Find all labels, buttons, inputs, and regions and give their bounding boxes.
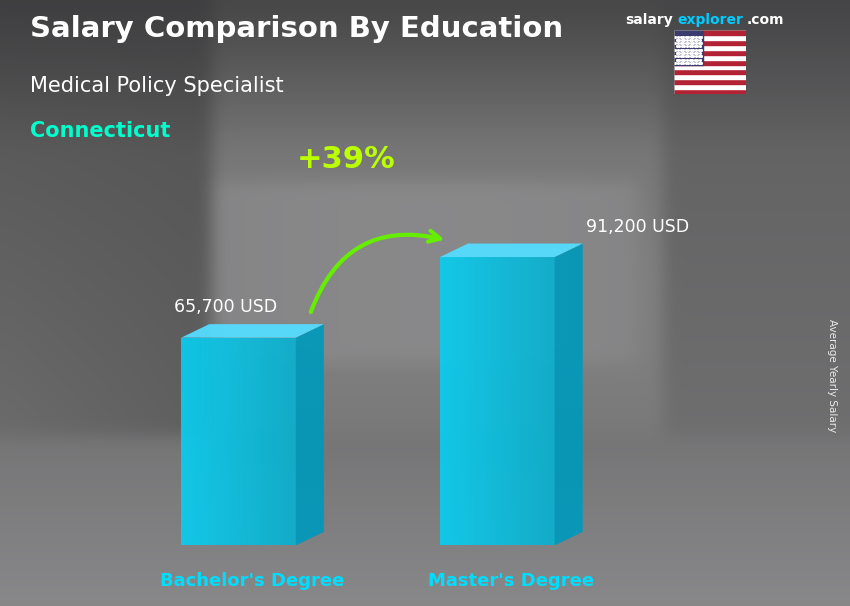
Bar [674, 35, 746, 40]
Polygon shape [265, 338, 269, 545]
Polygon shape [490, 257, 494, 545]
Polygon shape [201, 338, 204, 545]
Bar [674, 89, 746, 94]
Polygon shape [440, 244, 583, 257]
Bar [674, 30, 746, 35]
Polygon shape [528, 257, 532, 545]
Polygon shape [208, 338, 212, 545]
Polygon shape [517, 257, 520, 545]
Polygon shape [524, 257, 528, 545]
Polygon shape [444, 257, 448, 545]
Polygon shape [227, 338, 231, 545]
Polygon shape [551, 257, 554, 545]
Polygon shape [451, 257, 456, 545]
Text: 91,200 USD: 91,200 USD [586, 218, 689, 236]
Polygon shape [486, 257, 490, 545]
Text: salary: salary [625, 13, 672, 27]
Text: +39%: +39% [297, 145, 395, 174]
Polygon shape [224, 338, 227, 545]
Polygon shape [509, 257, 513, 545]
Polygon shape [250, 338, 254, 545]
Text: Master's Degree: Master's Degree [428, 572, 594, 590]
Polygon shape [459, 257, 463, 545]
Text: Salary Comparison By Education: Salary Comparison By Education [30, 15, 563, 43]
Polygon shape [520, 257, 524, 545]
Polygon shape [235, 338, 239, 545]
Polygon shape [288, 338, 292, 545]
Polygon shape [254, 338, 258, 545]
Text: Medical Policy Specialist: Medical Policy Specialist [30, 76, 283, 96]
Polygon shape [239, 338, 242, 545]
Polygon shape [292, 338, 296, 545]
Polygon shape [536, 257, 539, 545]
Polygon shape [494, 257, 497, 545]
Bar [674, 40, 746, 45]
Polygon shape [497, 257, 501, 545]
Polygon shape [262, 338, 265, 545]
Polygon shape [463, 257, 467, 545]
Polygon shape [467, 257, 471, 545]
Polygon shape [246, 338, 250, 545]
Text: 65,700 USD: 65,700 USD [173, 298, 277, 316]
Polygon shape [280, 338, 284, 545]
Polygon shape [204, 338, 208, 545]
Bar [674, 75, 746, 79]
Polygon shape [181, 338, 185, 545]
Polygon shape [269, 338, 273, 545]
Bar [674, 45, 746, 50]
Polygon shape [212, 338, 216, 545]
Polygon shape [543, 257, 547, 545]
Polygon shape [231, 338, 235, 545]
Polygon shape [242, 338, 246, 545]
Text: Bachelor's Degree: Bachelor's Degree [161, 572, 345, 590]
Polygon shape [539, 257, 543, 545]
Bar [674, 30, 703, 65]
Text: Connecticut: Connecticut [30, 121, 170, 141]
Polygon shape [513, 257, 517, 545]
Polygon shape [219, 338, 224, 545]
Bar [674, 55, 746, 59]
Text: Average Yearly Salary: Average Yearly Salary [827, 319, 837, 432]
Polygon shape [185, 338, 189, 545]
Polygon shape [502, 257, 505, 545]
Polygon shape [456, 257, 459, 545]
Bar [674, 84, 746, 89]
Polygon shape [284, 338, 288, 545]
Text: .com: .com [746, 13, 784, 27]
Polygon shape [479, 257, 482, 545]
Polygon shape [181, 324, 324, 338]
Polygon shape [276, 338, 280, 545]
Polygon shape [554, 244, 583, 545]
Polygon shape [505, 257, 509, 545]
Bar [674, 50, 746, 55]
Bar [674, 59, 746, 65]
Polygon shape [189, 338, 193, 545]
Text: explorer: explorer [677, 13, 743, 27]
Polygon shape [273, 338, 276, 545]
Bar [674, 79, 746, 84]
Polygon shape [196, 338, 201, 545]
Polygon shape [474, 257, 479, 545]
Polygon shape [440, 257, 444, 545]
Polygon shape [448, 257, 451, 545]
Bar [674, 65, 746, 70]
Polygon shape [532, 257, 536, 545]
Polygon shape [193, 338, 196, 545]
Bar [674, 70, 746, 75]
Polygon shape [296, 324, 324, 545]
Polygon shape [482, 257, 486, 545]
Polygon shape [471, 257, 474, 545]
Polygon shape [547, 257, 551, 545]
Polygon shape [258, 338, 262, 545]
Polygon shape [216, 338, 219, 545]
